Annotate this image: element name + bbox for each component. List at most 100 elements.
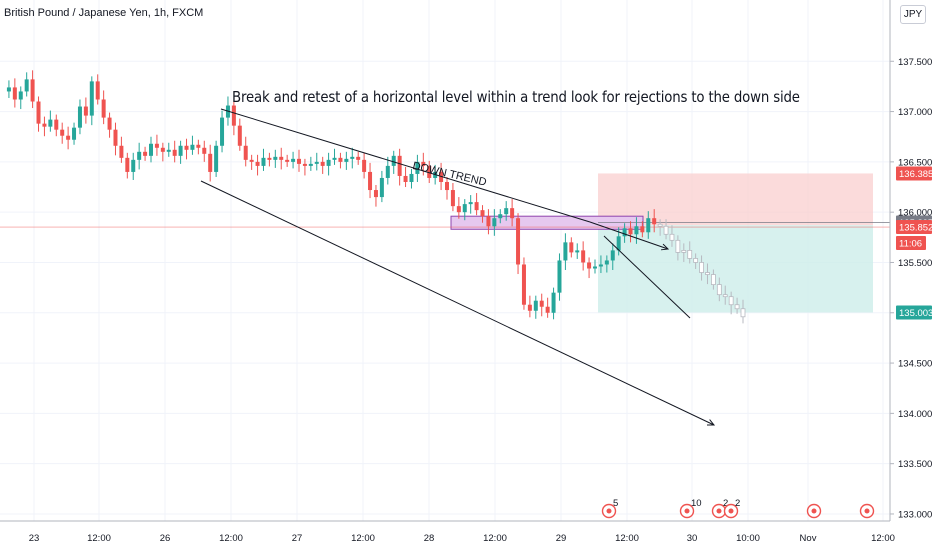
candle-body: [160, 147, 165, 152]
projected-candle: [663, 225, 669, 235]
candle-body: [486, 216, 491, 227]
price-badge-text: 136.385: [899, 169, 932, 180]
chart-annotation[interactable]: Break and retest of a horizontal level w…: [232, 88, 800, 106]
lower-trendline-line: [200, 180, 715, 426]
x-tick-label: 26: [160, 533, 171, 544]
candle-body: [646, 218, 651, 233]
x-tick-label: 28: [424, 533, 435, 544]
projected-candle: [675, 239, 681, 253]
candle-body: [113, 129, 118, 146]
candle-body: [640, 226, 645, 233]
candle-body: [622, 228, 627, 237]
candle-body: [308, 163, 313, 166]
candle-body: [450, 190, 455, 207]
candle-body: [89, 81, 94, 116]
price-badge-text: 135.852: [899, 223, 932, 234]
candle-body: [492, 218, 497, 227]
candle-body: [575, 250, 580, 253]
event-icon-dot: [716, 508, 722, 514]
event-count: 2: [735, 498, 740, 509]
x-tick-label: 10:00: [736, 533, 760, 544]
candle-body: [332, 157, 337, 160]
candle-body: [604, 260, 609, 265]
trend-lines[interactable]: [200, 108, 716, 426]
price-badge-bg: [896, 236, 926, 251]
candle-body: [498, 214, 503, 219]
candle-body: [504, 208, 509, 215]
price-badge-bg: [896, 166, 932, 181]
candle-body: [143, 151, 148, 156]
candle-body: [563, 242, 568, 261]
candle-body: [397, 155, 402, 176]
currency-badge[interactable]: JPY: [900, 5, 926, 24]
candle-body: [24, 79, 29, 92]
y-tick-label: 134.000: [898, 409, 932, 420]
candle-body: [652, 218, 657, 225]
candle-body: [368, 171, 373, 191]
candle-body: [231, 105, 236, 126]
candle-body: [202, 147, 207, 154]
projected-candle: [657, 223, 663, 227]
candle-body: [237, 125, 242, 146]
x-tick-label: 29: [556, 533, 567, 544]
x-tick-label: 12:00: [615, 533, 639, 544]
candle-body: [628, 228, 633, 235]
y-tick-label: 137.500: [898, 57, 932, 68]
candle-body: [220, 117, 225, 146]
candle-body: [101, 99, 106, 118]
projected-candle: [734, 304, 740, 310]
candle-body: [107, 117, 112, 130]
candle-body: [616, 236, 621, 251]
y-tick-label: 134.500: [898, 359, 932, 370]
candle-body: [137, 151, 142, 160]
event-markers[interactable]: 5 10 2 2: [601, 498, 875, 519]
candle-body: [439, 171, 444, 182]
candle-body: [634, 226, 639, 235]
candle-body: [172, 149, 177, 156]
candle-body: [569, 242, 574, 253]
candle-body: [403, 175, 408, 182]
candle-body: [214, 145, 219, 172]
candle-body: [95, 81, 100, 100]
candle-body: [60, 129, 65, 136]
candle-body: [350, 156, 355, 159]
candle-body: [154, 143, 159, 148]
projected-candle: [669, 233, 675, 241]
retest-arrow-head: [660, 243, 670, 251]
candle-body: [516, 218, 521, 265]
candle-body: [610, 250, 615, 261]
candle-body: [587, 262, 592, 269]
event-count: 10: [691, 498, 702, 509]
candle-body: [42, 123, 47, 127]
candle-body: [12, 87, 17, 100]
price-badge-target: 135.003: [896, 305, 932, 320]
x-tick-label: 30: [687, 533, 698, 544]
event-icon-dot: [606, 508, 612, 514]
candle-body: [320, 161, 325, 166]
candle-body: [261, 157, 266, 166]
candle-body: [66, 135, 71, 140]
x-tick-label: 27: [292, 533, 303, 544]
candle-body: [77, 106, 82, 128]
candle-body: [362, 159, 367, 172]
candle-body: [131, 159, 136, 172]
candle-body: [474, 202, 479, 211]
candle-body: [593, 266, 597, 269]
projected-candle: [722, 294, 728, 298]
lower-trendline: [200, 180, 716, 426]
candle-body: [83, 106, 88, 116]
price-badge-timer: 11:06: [896, 236, 926, 251]
candle-body: [527, 304, 532, 311]
y-tick-label: 133.000: [898, 509, 932, 520]
candlesticks: [6, 70, 746, 324]
retest-arrow-line: [589, 221, 669, 250]
candle-body: [72, 127, 77, 140]
projection-path: [603, 235, 691, 319]
candle-body: [421, 161, 426, 166]
candle-body: [302, 163, 307, 166]
candle-body: [385, 165, 390, 178]
price-badge-stop: 136.385: [896, 166, 932, 181]
candle-body: [521, 264, 526, 305]
